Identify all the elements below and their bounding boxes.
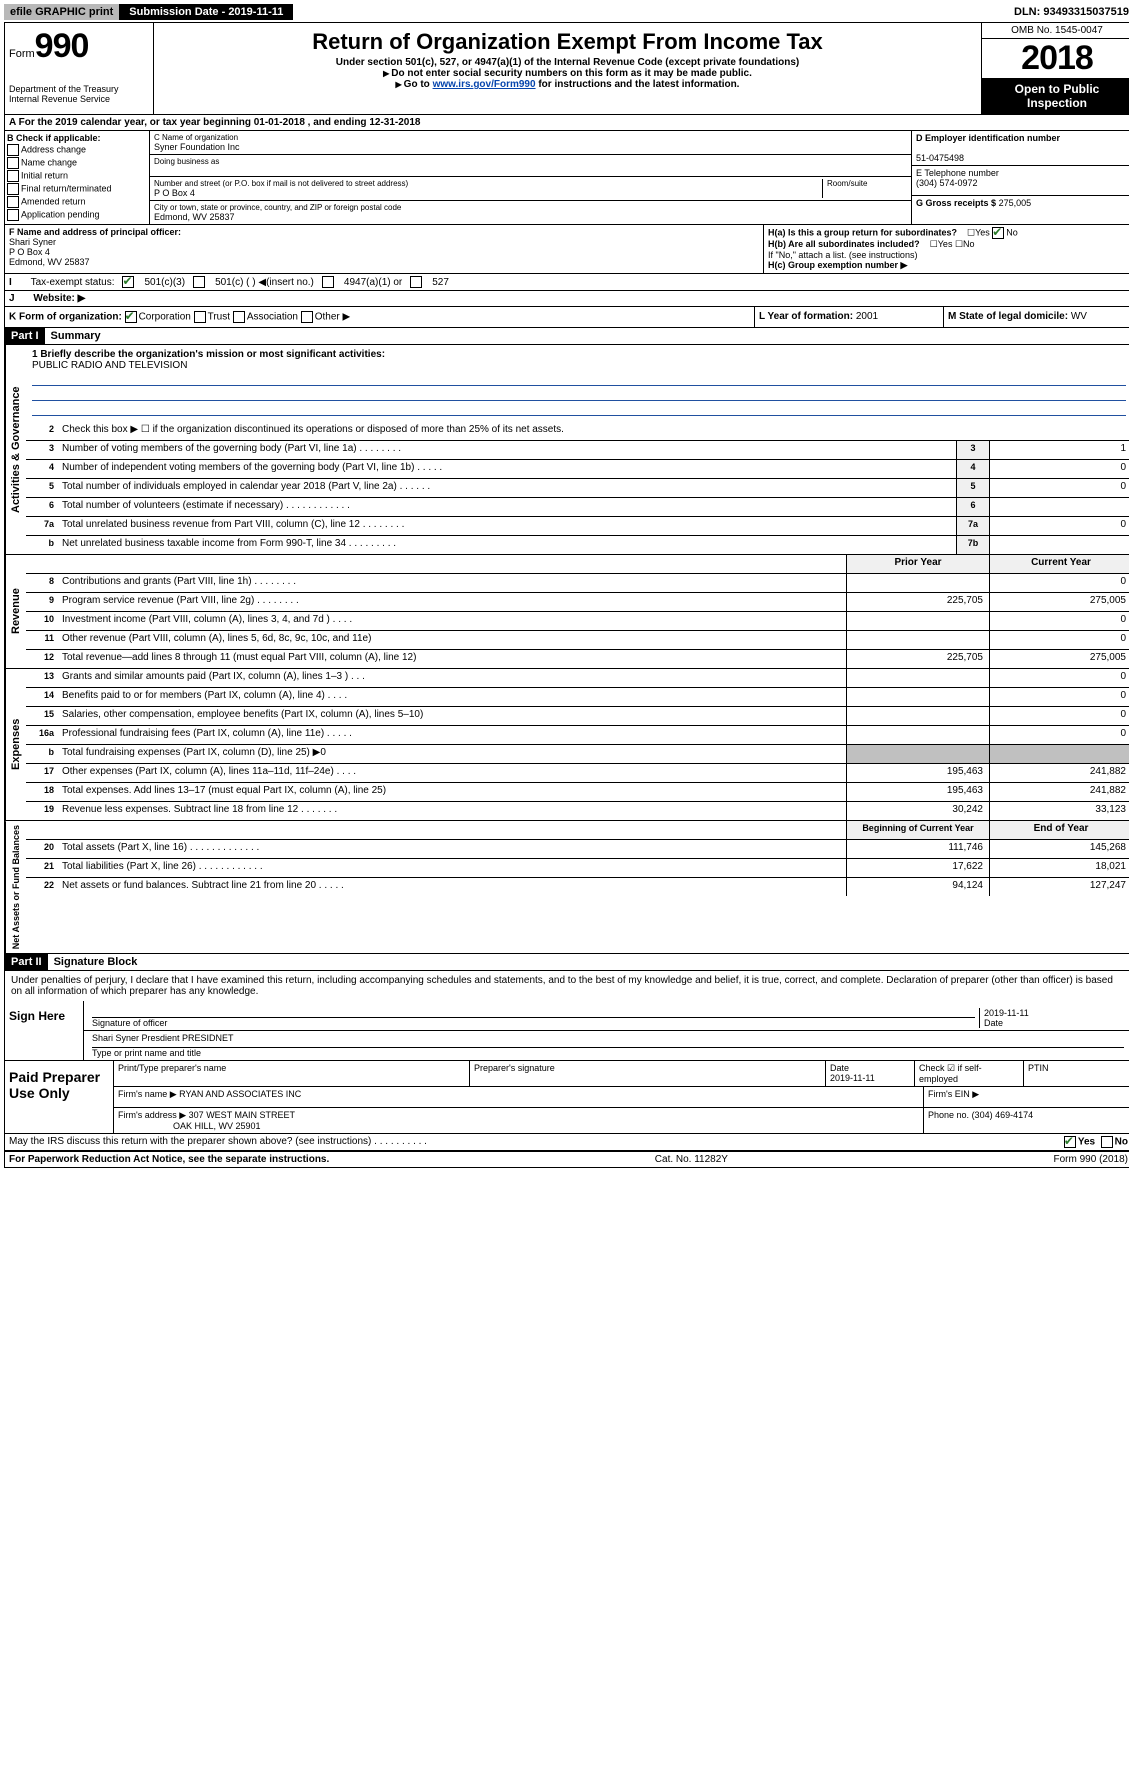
irs-link[interactable]: www.irs.gov/Form990	[433, 79, 536, 90]
cb-initial[interactable]: Initial return	[7, 170, 147, 182]
form-number: Form990	[9, 27, 149, 66]
table-row: 18Total expenses. Add lines 13–17 (must …	[26, 783, 1129, 802]
table-row: 5Total number of individuals employed in…	[26, 479, 1129, 498]
signature-block: Under penalties of perjury, I declare th…	[4, 971, 1129, 1061]
tax-year: 2018	[982, 39, 1129, 78]
dba-cell: Doing business as	[150, 155, 911, 177]
cb-pending[interactable]: Application pending	[7, 209, 147, 221]
table-row: 19Revenue less expenses. Subtract line 1…	[26, 802, 1129, 820]
check-applicable: B Check if applicable: Address change Na…	[5, 131, 150, 224]
net-assets-section: Net Assets or Fund Balances Beginning of…	[4, 821, 1129, 954]
table-row: 9Program service revenue (Part VIII, lin…	[26, 593, 1129, 612]
table-row: 6Total number of volunteers (estimate if…	[26, 498, 1129, 517]
tax-status-row: I Tax-exempt status: 501(c)(3) 501(c) ( …	[4, 274, 1129, 291]
table-row: 20Total assets (Part X, line 16) . . . .…	[26, 840, 1129, 859]
tax-year-range: A For the 2019 calendar year, or tax yea…	[4, 115, 1129, 131]
table-row: 12Total revenue—add lines 8 through 11 (…	[26, 650, 1129, 668]
cb-501c3[interactable]	[122, 276, 134, 288]
table-row: 17Other expenses (Part IX, column (A), l…	[26, 764, 1129, 783]
table-row: 10Investment income (Part VIII, column (…	[26, 612, 1129, 631]
form-title: Return of Organization Exempt From Incom…	[158, 29, 977, 55]
table-row: 7aTotal unrelated business revenue from …	[26, 517, 1129, 536]
table-row: bNet unrelated business taxable income f…	[26, 536, 1129, 554]
table-row: 14Benefits paid to or for members (Part …	[26, 688, 1129, 707]
table-row: 8Contributions and grants (Part VIII, li…	[26, 574, 1129, 593]
table-row: 11Other revenue (Part VIII, column (A), …	[26, 631, 1129, 650]
table-row: 3Number of voting members of the governi…	[26, 441, 1129, 460]
form-header: Form990 Department of the Treasury Inter…	[4, 22, 1129, 115]
submission-date: Submission Date - 2019-11-11	[119, 4, 293, 20]
discuss-row: May the IRS discuss this return with the…	[4, 1134, 1129, 1151]
paid-preparer-block: Paid Preparer Use Only Print/Type prepar…	[4, 1061, 1129, 1134]
table-row: 4Number of independent voting members of…	[26, 460, 1129, 479]
city-cell: City or town, state or province, country…	[150, 201, 911, 224]
officer-row: F Name and address of principal officer:…	[4, 225, 1129, 274]
cb-final[interactable]: Final return/terminated	[7, 183, 147, 195]
subtitle: Under section 501(c), 527, or 4947(a)(1)…	[158, 57, 977, 68]
phone-cell: E Telephone number (304) 574-0972	[912, 166, 1129, 196]
identity-block: B Check if applicable: Address change Na…	[4, 131, 1129, 225]
cb-address[interactable]: Address change	[7, 144, 147, 156]
cb-name[interactable]: Name change	[7, 157, 147, 169]
cb-amended[interactable]: Amended return	[7, 196, 147, 208]
table-row: 21Total liabilities (Part X, line 26) . …	[26, 859, 1129, 878]
ssn-note: Do not enter social security numbers on …	[158, 68, 977, 79]
street-cell: Number and street (or P.O. box if mail i…	[150, 177, 911, 201]
department: Department of the Treasury Internal Reve…	[9, 84, 149, 104]
top-bar: efile GRAPHIC print Submission Date - 20…	[4, 4, 1129, 20]
expenses-section: Expenses 13Grants and similar amounts pa…	[4, 669, 1129, 821]
efile-print[interactable]: efile GRAPHIC print	[4, 4, 119, 20]
ein-cell: D Employer identification number 51-0475…	[912, 131, 1129, 166]
link-note: Go to www.irs.gov/Form990 for instructio…	[158, 79, 977, 90]
activities-governance: Activities & Governance 1 Briefly descri…	[4, 345, 1129, 555]
omb-number: OMB No. 1545-0047	[982, 23, 1129, 39]
org-form-row: K Form of organization: Corporation Trus…	[4, 307, 1129, 328]
mission-block: 1 Briefly describe the organization's mi…	[26, 345, 1129, 422]
table-row: bTotal fundraising expenses (Part IX, co…	[26, 745, 1129, 764]
org-name-cell: C Name of organization Syner Foundation …	[150, 131, 911, 155]
dln: DLN: 93493315037519	[1014, 4, 1129, 20]
table-row: 22Net assets or fund balances. Subtract …	[26, 878, 1129, 896]
website-row: J Website: ▶	[4, 291, 1129, 307]
footer: For Paperwork Reduction Act Notice, see …	[4, 1151, 1129, 1168]
open-inspection: Open to Public Inspection	[982, 78, 1129, 114]
table-row: 13Grants and similar amounts paid (Part …	[26, 669, 1129, 688]
part1-header: Part I Summary	[4, 328, 1129, 345]
part2-header: Part II Signature Block	[4, 954, 1129, 971]
revenue-section: Revenue Prior Year Current Year 8Contrib…	[4, 555, 1129, 669]
table-row: 16aProfessional fundraising fees (Part I…	[26, 726, 1129, 745]
table-row: 15Salaries, other compensation, employee…	[26, 707, 1129, 726]
gross-cell: G Gross receipts $ 275,005	[912, 196, 1129, 225]
